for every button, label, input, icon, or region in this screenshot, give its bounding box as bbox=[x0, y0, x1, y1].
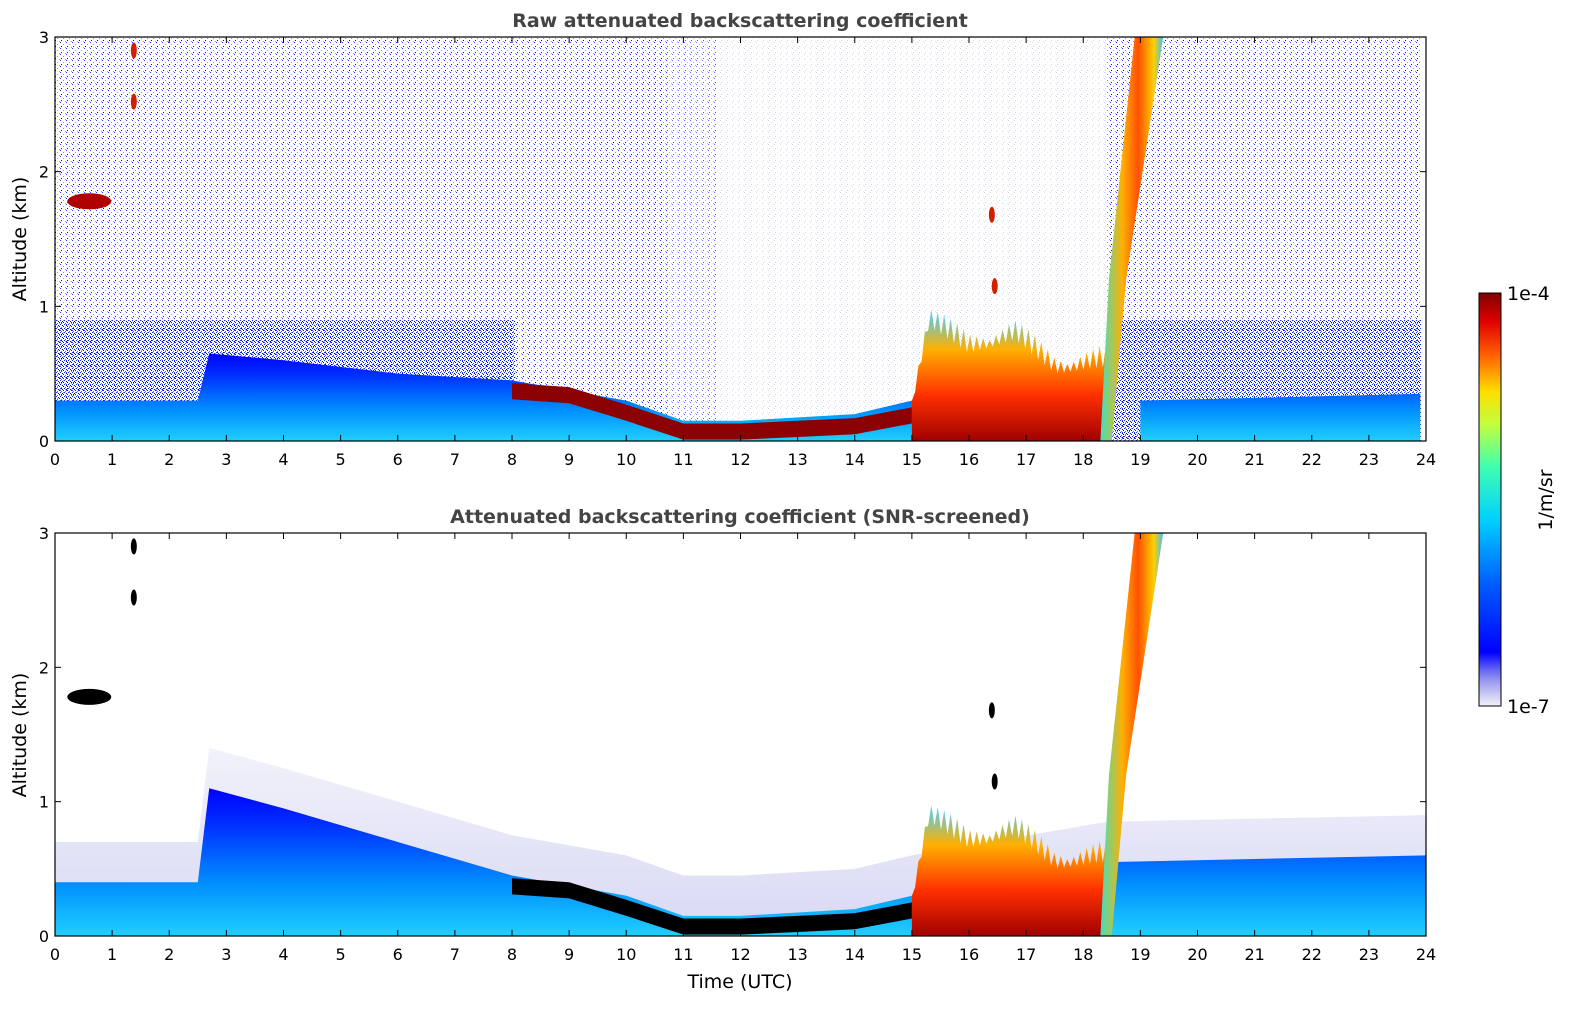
x-tick-label: 21 bbox=[1244, 945, 1264, 964]
x-tick-label: 18 bbox=[1073, 945, 1093, 964]
y-tick-label: 1 bbox=[39, 793, 49, 812]
x-tick-label: 14 bbox=[845, 450, 865, 469]
x-tick-label: 23 bbox=[1359, 450, 1379, 469]
x-tick-label: 11 bbox=[673, 945, 693, 964]
x-tick-label: 7 bbox=[450, 450, 460, 469]
x-tick-label: 8 bbox=[507, 450, 517, 469]
y-tick-label: 0 bbox=[39, 432, 49, 451]
x-tick-label: 2 bbox=[164, 945, 174, 964]
colorbar-gradient bbox=[1478, 292, 1502, 707]
x-tick-label: 2 bbox=[164, 450, 174, 469]
x-tick-label: 19 bbox=[1130, 450, 1150, 469]
x-tick-label: 9 bbox=[564, 450, 574, 469]
x-tick-label: 16 bbox=[959, 450, 979, 469]
cloud-fragment bbox=[991, 773, 998, 790]
x-tick-label: 13 bbox=[787, 450, 807, 469]
x-tick-label: 15 bbox=[902, 945, 922, 964]
colorbar-unit-label: 1/m/sr bbox=[1535, 469, 1557, 530]
y-tick-label: 2 bbox=[39, 163, 49, 182]
y-tick-label: 1 bbox=[39, 297, 49, 316]
y-axis-label: Altitude (km) bbox=[9, 177, 31, 302]
x-tick-label: 23 bbox=[1359, 945, 1379, 964]
x-tick-label: 4 bbox=[278, 450, 288, 469]
x-tick-label: 20 bbox=[1187, 945, 1207, 964]
colorbar-max-label: 1e-4 bbox=[1507, 283, 1550, 305]
cloud-fragment bbox=[988, 702, 995, 719]
colorbar: 1e-4 1e-7 1/m/sr bbox=[1478, 283, 1557, 718]
x-tick-label: 19 bbox=[1130, 945, 1150, 964]
x-tick-label: 17 bbox=[1016, 945, 1036, 964]
x-tick-label: 1 bbox=[107, 945, 117, 964]
chart-title: Raw attenuated backscattering coefficien… bbox=[512, 10, 968, 32]
convective-clouds bbox=[911, 805, 1107, 936]
y-tick-label: 0 bbox=[39, 927, 49, 946]
y-axis-label: Altitude (km) bbox=[9, 673, 31, 798]
y-tick-label: 3 bbox=[39, 28, 49, 47]
panel-screened: Attenuated backscattering coefficient (S… bbox=[9, 506, 1436, 993]
x-tick-label: 12 bbox=[730, 945, 750, 964]
heatmap-raw bbox=[55, 37, 1426, 441]
cloud-layer bbox=[512, 878, 912, 935]
cloud-fragment bbox=[130, 93, 137, 110]
x-tick-label: 5 bbox=[336, 450, 346, 469]
x-tick-label: 10 bbox=[616, 945, 636, 964]
x-tick-label: 6 bbox=[393, 450, 403, 469]
precipitation-band bbox=[1100, 533, 1164, 936]
elevated-cloud bbox=[67, 688, 112, 705]
x-tick-label: 12 bbox=[730, 450, 750, 469]
cloud-fragment bbox=[988, 206, 995, 223]
chart-title: Attenuated backscattering coefficient (S… bbox=[450, 506, 1030, 528]
x-tick-label: 3 bbox=[221, 450, 231, 469]
precipitation-band bbox=[1100, 37, 1164, 441]
x-tick-label: 18 bbox=[1073, 450, 1093, 469]
x-tick-label: 0 bbox=[50, 945, 60, 964]
x-tick-label: 21 bbox=[1244, 450, 1264, 469]
x-tick-label: 16 bbox=[959, 945, 979, 964]
x-tick-label: 8 bbox=[507, 945, 517, 964]
cloud-fragment bbox=[130, 589, 137, 606]
x-tick-label: 17 bbox=[1016, 450, 1036, 469]
x-tick-label: 24 bbox=[1416, 945, 1436, 964]
x-tick-label: 6 bbox=[393, 945, 403, 964]
x-tick-label: 20 bbox=[1187, 450, 1207, 469]
y-tick-label: 3 bbox=[39, 524, 49, 543]
noise-region bbox=[667, 37, 717, 441]
x-tick-label: 0 bbox=[50, 450, 60, 469]
x-tick-label: 5 bbox=[336, 945, 346, 964]
x-tick-label: 9 bbox=[564, 945, 574, 964]
cloud-layer bbox=[512, 383, 912, 440]
x-tick-label: 15 bbox=[902, 450, 922, 469]
x-tick-label: 24 bbox=[1416, 450, 1436, 469]
cloud-fragment bbox=[130, 42, 137, 59]
x-tick-label: 22 bbox=[1302, 450, 1322, 469]
panel-raw: Raw attenuated backscattering coefficien… bbox=[9, 10, 1436, 469]
x-tick-label: 7 bbox=[450, 945, 460, 964]
colorbar-min-label: 1e-7 bbox=[1507, 696, 1550, 718]
x-axis-label: Time (UTC) bbox=[686, 971, 792, 993]
x-tick-label: 22 bbox=[1302, 945, 1322, 964]
heatmap-screened bbox=[55, 533, 1426, 936]
elevated-cloud bbox=[67, 193, 112, 210]
x-tick-label: 13 bbox=[787, 945, 807, 964]
x-tick-label: 1 bbox=[107, 450, 117, 469]
x-tick-label: 10 bbox=[616, 450, 636, 469]
cloud-fragment bbox=[130, 538, 137, 555]
x-tick-label: 3 bbox=[221, 945, 231, 964]
x-tick-label: 4 bbox=[278, 945, 288, 964]
y-tick-label: 2 bbox=[39, 658, 49, 677]
convective-clouds bbox=[911, 310, 1107, 441]
x-tick-label: 11 bbox=[673, 450, 693, 469]
cloud-fragment bbox=[991, 278, 998, 295]
x-tick-label: 14 bbox=[845, 945, 865, 964]
